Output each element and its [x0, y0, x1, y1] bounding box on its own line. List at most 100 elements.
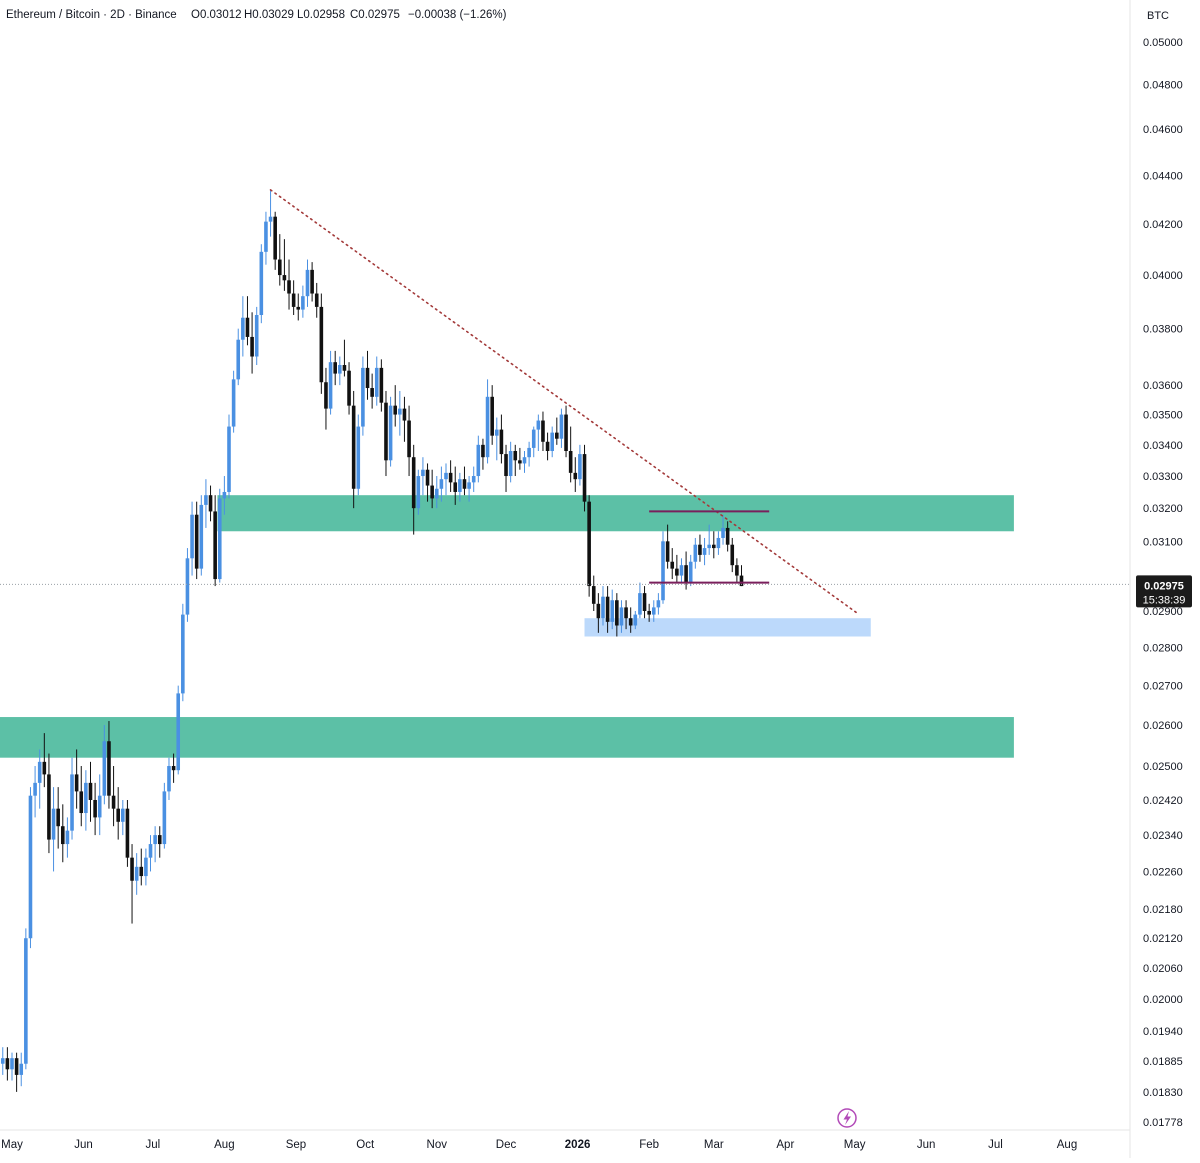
candle [28, 787, 33, 949]
candle-body [361, 367, 365, 427]
candle [0, 1047, 5, 1075]
candle [573, 457, 578, 492]
candle [444, 463, 448, 496]
y-tick-label: 0.02180 [1143, 904, 1183, 916]
candle-body [665, 541, 670, 562]
y-tick-label: 0.02700 [1143, 681, 1183, 693]
candle-body [716, 537, 721, 549]
time-axis[interactable]: May Jun Jul Aug Sep Oct Nov Dec 2026 Feb Mar Apr May… [1, 1139, 1077, 1151]
x-tick-label: Apr [776, 1139, 794, 1151]
candle [287, 259, 291, 310]
candle [10, 1052, 14, 1081]
x-tick-label: Aug [214, 1139, 234, 1151]
candle-body [416, 476, 421, 509]
candle-body [365, 367, 370, 389]
candle-body [84, 782, 88, 814]
candle-body [407, 420, 411, 458]
candle [310, 262, 314, 302]
candle [393, 385, 398, 427]
candle-body [485, 396, 490, 458]
candle [545, 432, 550, 461]
candle-body [564, 414, 568, 452]
drawings-layer [0, 189, 1130, 616]
candle-body [10, 1058, 14, 1070]
candle [217, 488, 222, 583]
candle-body [148, 844, 153, 858]
y-tick-label: 0.02420 [1143, 795, 1183, 807]
candle-body [522, 457, 527, 464]
candle-body [222, 491, 227, 499]
candle [199, 495, 204, 576]
candle [453, 466, 458, 505]
candle [116, 787, 120, 840]
candle-body [5, 1058, 10, 1070]
candle-body [688, 561, 693, 583]
candle-body [448, 472, 453, 483]
candles-layer [0, 189, 744, 1092]
y-tick-label: 0.03600 [1143, 380, 1183, 392]
candle [47, 753, 51, 854]
candle [661, 531, 665, 604]
candle-body [573, 472, 578, 480]
candle [550, 426, 554, 458]
candle-body [33, 782, 37, 796]
candle [670, 548, 675, 580]
y-tick-label: 0.03800 [1143, 324, 1183, 336]
candle [333, 350, 337, 386]
candle [518, 447, 522, 470]
candle-body [508, 451, 513, 477]
y-tick-label: 0.01830 [1143, 1087, 1183, 1099]
candle-body [388, 405, 393, 461]
currency-label: BTC [1147, 10, 1169, 22]
candle-body [268, 216, 273, 222]
candle [181, 603, 185, 702]
candle-body [356, 426, 361, 489]
x-tick-label: Dec [496, 1139, 517, 1151]
candle [227, 414, 231, 499]
candle [365, 350, 370, 400]
header-symbol[interactable]: Ethereum / Bitcoin · 2D · Binance [6, 9, 177, 21]
candle [204, 479, 208, 528]
candle-body [310, 269, 314, 294]
candle [241, 296, 245, 357]
candle [702, 537, 707, 566]
candle-body [661, 541, 665, 601]
candle [273, 211, 277, 270]
candle [153, 826, 157, 863]
candle [439, 466, 444, 502]
y-tick-label: 0.02900 [1143, 606, 1183, 618]
candle-body [374, 367, 379, 397]
price-axis[interactable]: 0.05000 0.04800 0.04600 0.04400 0.04200 0.040… [1143, 37, 1183, 1129]
candle-body [351, 405, 356, 489]
candle-body [471, 476, 476, 483]
candle-body [314, 293, 319, 307]
candle [121, 799, 125, 836]
candle [522, 451, 527, 473]
candle-body [139, 866, 144, 877]
candle [490, 385, 494, 445]
candle [324, 367, 328, 430]
candle [356, 414, 361, 496]
x-tick-label: Feb [639, 1139, 659, 1151]
price-tag-value: 0.02975 [1144, 580, 1184, 592]
candle [693, 537, 698, 569]
candle [84, 770, 88, 831]
lightning-icon[interactable] [837, 1108, 857, 1128]
candle-body [642, 593, 647, 611]
candle-body [107, 741, 111, 796]
candle [328, 350, 333, 415]
x-tick-label: Jul [988, 1139, 1003, 1151]
candle [462, 466, 467, 496]
candle-body [74, 774, 79, 792]
candle-body [638, 593, 642, 615]
candle [421, 457, 425, 496]
candle [301, 285, 305, 318]
candle-body [305, 269, 310, 297]
candle-body [79, 791, 84, 814]
trendline[interactable] [269, 189, 861, 616]
candle [79, 766, 84, 827]
header-low: L0.02958 [297, 9, 345, 21]
candle-body [116, 808, 120, 822]
